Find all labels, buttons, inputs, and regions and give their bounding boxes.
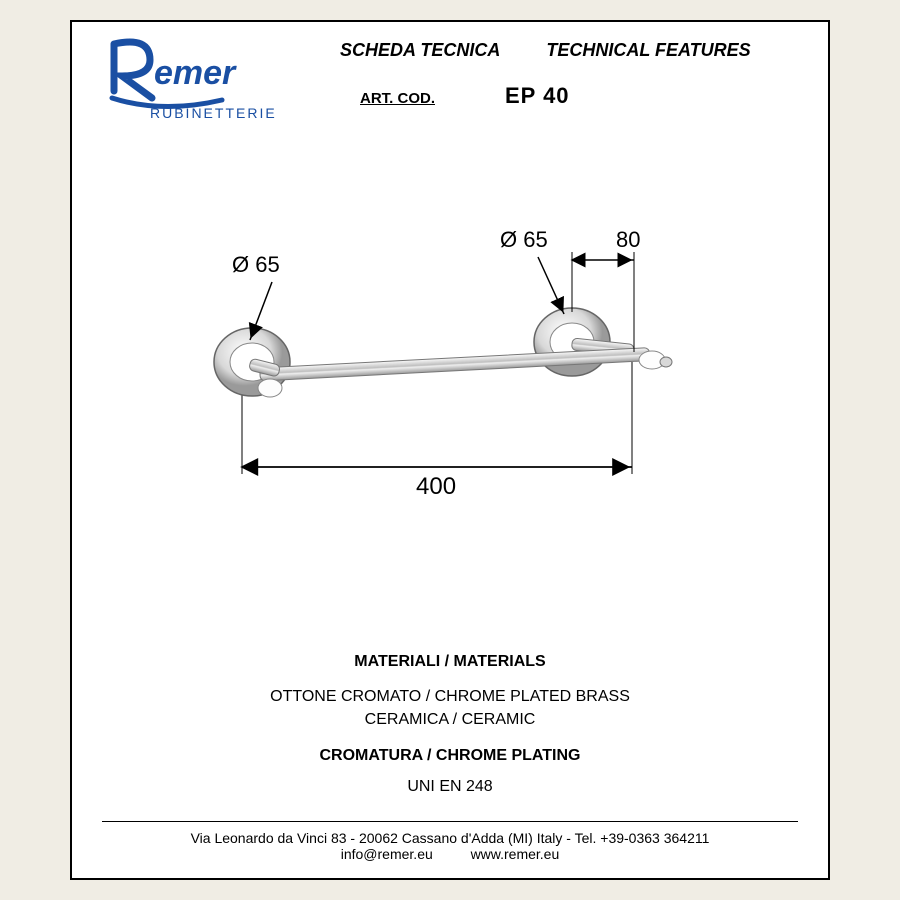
dim-diam-left: Ø 65 [232, 252, 280, 340]
material-line-2: CERAMICA / CERAMIC [72, 710, 828, 731]
svg-text:emer: emer [154, 54, 237, 92]
artcod-value: EP 40 [505, 83, 570, 109]
footer-web: www.remer.eu [471, 846, 560, 862]
materials-block: MATERIALI / MATERIALS OTTONE CROMATO / C… [72, 652, 828, 798]
title-it: SCHEDA TECNICA [340, 40, 500, 61]
brand-sub: RUBINETTERIE [150, 105, 277, 121]
finishing-header: CROMATURA / CHROME PLATING [72, 746, 828, 767]
svg-text:80: 80 [616, 227, 640, 252]
materials-header: MATERIALI / MATERIALS [72, 652, 828, 673]
material-line-1: OTTONE CROMATO / CHROME PLATED BRASS [72, 687, 828, 708]
standard-ref: UNI EN 248 [72, 777, 828, 798]
svg-text:Ø 65: Ø 65 [500, 227, 548, 252]
datasheet: emer RUBINETTERIE SCHEDA TECNICA TECHNIC… [70, 20, 830, 880]
svg-text:Ø 65: Ø 65 [232, 252, 280, 277]
header: emer RUBINETTERIE SCHEDA TECNICA TECHNIC… [102, 40, 798, 131]
technical-drawing: Ø 65 Ø 65 80 400 [172, 212, 752, 542]
svg-text:400: 400 [416, 473, 456, 500]
title-en: TECHNICAL FEATURES [546, 40, 750, 61]
brand-logo: emer RUBINETTERIE [102, 36, 312, 131]
footer: Via Leonardo da Vinci 83 - 20062 Cassano… [102, 821, 798, 862]
footer-email: info@remer.eu [341, 846, 433, 862]
title-block: SCHEDA TECNICA TECHNICAL FEATURES ART. C… [312, 40, 798, 109]
footer-address: Via Leonardo da Vinci 83 - 20062 Cassano… [102, 830, 798, 846]
dim-length: 400 [242, 467, 632, 500]
dim-diam-right: Ø 65 [500, 227, 564, 314]
artcod-label: ART. COD. [360, 90, 435, 107]
